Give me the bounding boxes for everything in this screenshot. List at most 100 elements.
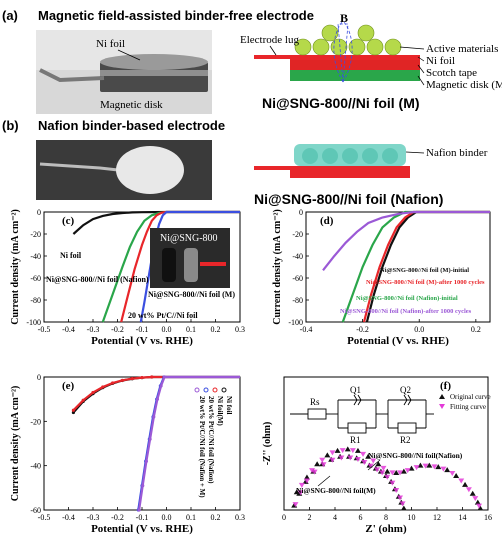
x-tick-label: 8 <box>384 513 388 522</box>
data-point <box>413 465 420 471</box>
panel-a-title: Magnetic field-assisted binder-free elec… <box>38 8 314 23</box>
label-r2: R2 <box>400 435 411 445</box>
legend-original: Original curve <box>450 393 491 401</box>
x-tick-label: 12 <box>433 513 441 522</box>
ni-foil-layer <box>290 55 420 60</box>
magnetic-field-loops <box>333 21 353 83</box>
data-point <box>293 489 300 495</box>
sphere <box>357 24 375 42</box>
data-point <box>162 375 167 379</box>
data-point <box>360 451 367 457</box>
data-point <box>417 462 424 468</box>
data-point <box>155 397 160 401</box>
annotation-d-0: Ni@SNG-800//Ni foil (M)-initial <box>380 267 469 274</box>
legend-marker <box>203 387 209 393</box>
data-point <box>453 473 460 479</box>
photo-label-magnetic-disk: Magnetic disk <box>100 99 163 111</box>
x-tick-label: 0.2 <box>211 513 221 522</box>
x-tick-label: 6 <box>359 513 363 522</box>
x-tick-label: 0 <box>282 513 286 522</box>
inset-label: Ni@SNG-800 <box>160 233 218 244</box>
data-point <box>393 488 400 494</box>
y-tick-label: -20 <box>30 417 41 426</box>
x-tick-label: -0.2 <box>111 513 124 522</box>
resistor-r2 <box>397 422 417 434</box>
data-point <box>71 410 75 415</box>
data-point <box>329 450 336 456</box>
x-tick-label: 0.2 <box>471 325 481 334</box>
x-axis-label: Potential (V vs. RHE) <box>91 523 193 535</box>
x-tick-label: 14 <box>459 513 467 522</box>
ni-foil-layer <box>290 166 410 178</box>
data-point <box>431 464 438 470</box>
y-tick-label: -40 <box>292 252 303 261</box>
data-point <box>400 468 407 474</box>
data-point <box>329 457 336 463</box>
cpe-q2 <box>403 394 412 406</box>
y-tick-label: 0 <box>299 208 303 217</box>
x-tick-label: -0.4 <box>300 325 313 334</box>
data-point <box>379 470 386 476</box>
data-point <box>338 455 345 461</box>
data-point <box>101 385 105 389</box>
legend-marker <box>212 387 218 393</box>
data-point <box>375 461 382 467</box>
x-tick-label: -0.1 <box>136 513 149 522</box>
panel-letter: (e) <box>62 380 75 392</box>
annotation-arrow <box>317 475 331 487</box>
sphere <box>348 38 366 56</box>
magnetic-disk-layer <box>290 70 420 81</box>
panel-a-letter: (a) <box>2 8 18 23</box>
sphere <box>294 38 312 56</box>
series-line <box>72 375 240 412</box>
data-point <box>320 462 327 468</box>
x-tick-label: 16 <box>484 513 492 522</box>
y-tick-label: 0 <box>37 208 41 217</box>
series-line <box>72 210 240 235</box>
data-point <box>462 481 469 487</box>
magnetic-disk <box>100 62 208 92</box>
leader-electrode-lug <box>269 45 277 56</box>
sphere <box>382 148 398 164</box>
annotation-d-1: Ni@SNG-800//Ni foil (M)-after 1000 cycle… <box>366 279 485 286</box>
data-point <box>334 447 341 453</box>
x-tick-label: 0.1 <box>186 325 196 334</box>
leader-scotch-tape <box>417 64 425 74</box>
data-point <box>389 480 396 486</box>
label-q1: Q1 <box>350 385 361 395</box>
x-tick-label: 0.0 <box>162 325 172 334</box>
cpe-q1 <box>353 394 362 406</box>
legend-label-0: Ni foil <box>225 396 233 415</box>
data-point <box>400 505 407 511</box>
tweezers <box>39 68 105 83</box>
label-magnetic-disk-m: Magnetic disk (M) <box>426 79 502 91</box>
plot-frame <box>305 211 491 323</box>
y-tick-label: -100 <box>26 318 41 327</box>
data-point <box>476 503 483 509</box>
y-tick-label: -20 <box>292 230 303 239</box>
panel-f-circuit: Rs Q1 Q2 R1 R2 <box>290 385 434 445</box>
x-tick-label: 0.0 <box>162 513 172 522</box>
data-point <box>303 478 310 484</box>
data-point <box>393 470 400 476</box>
data-point <box>148 437 152 441</box>
magnetic-field-b-label: B <box>340 11 348 25</box>
x-tick-label: -0.2 <box>356 325 369 334</box>
magnetic-field-lines <box>337 23 349 83</box>
x-tick-label: 0.0 <box>414 325 424 334</box>
label-rs: Rs <box>310 397 320 407</box>
x-tick-label: -0.4 <box>62 325 75 334</box>
data-point <box>435 464 442 470</box>
vial-right <box>184 248 198 282</box>
x-tick-label: -0.4 <box>62 513 75 522</box>
data-point <box>303 474 310 480</box>
vial-left <box>162 248 176 282</box>
x-axis-label: Z' (ohm) <box>365 523 407 535</box>
x-axis-label: Potential (V vs. RHE) <box>91 335 193 347</box>
data-point <box>120 378 124 382</box>
data-point <box>141 484 145 488</box>
data-point <box>140 375 144 380</box>
data-point <box>314 461 321 467</box>
x-tick-label: -0.2 <box>111 325 124 334</box>
legend-label-3: 20 wt% Pt/C//Ni foil (Nafion + M) <box>198 396 206 498</box>
